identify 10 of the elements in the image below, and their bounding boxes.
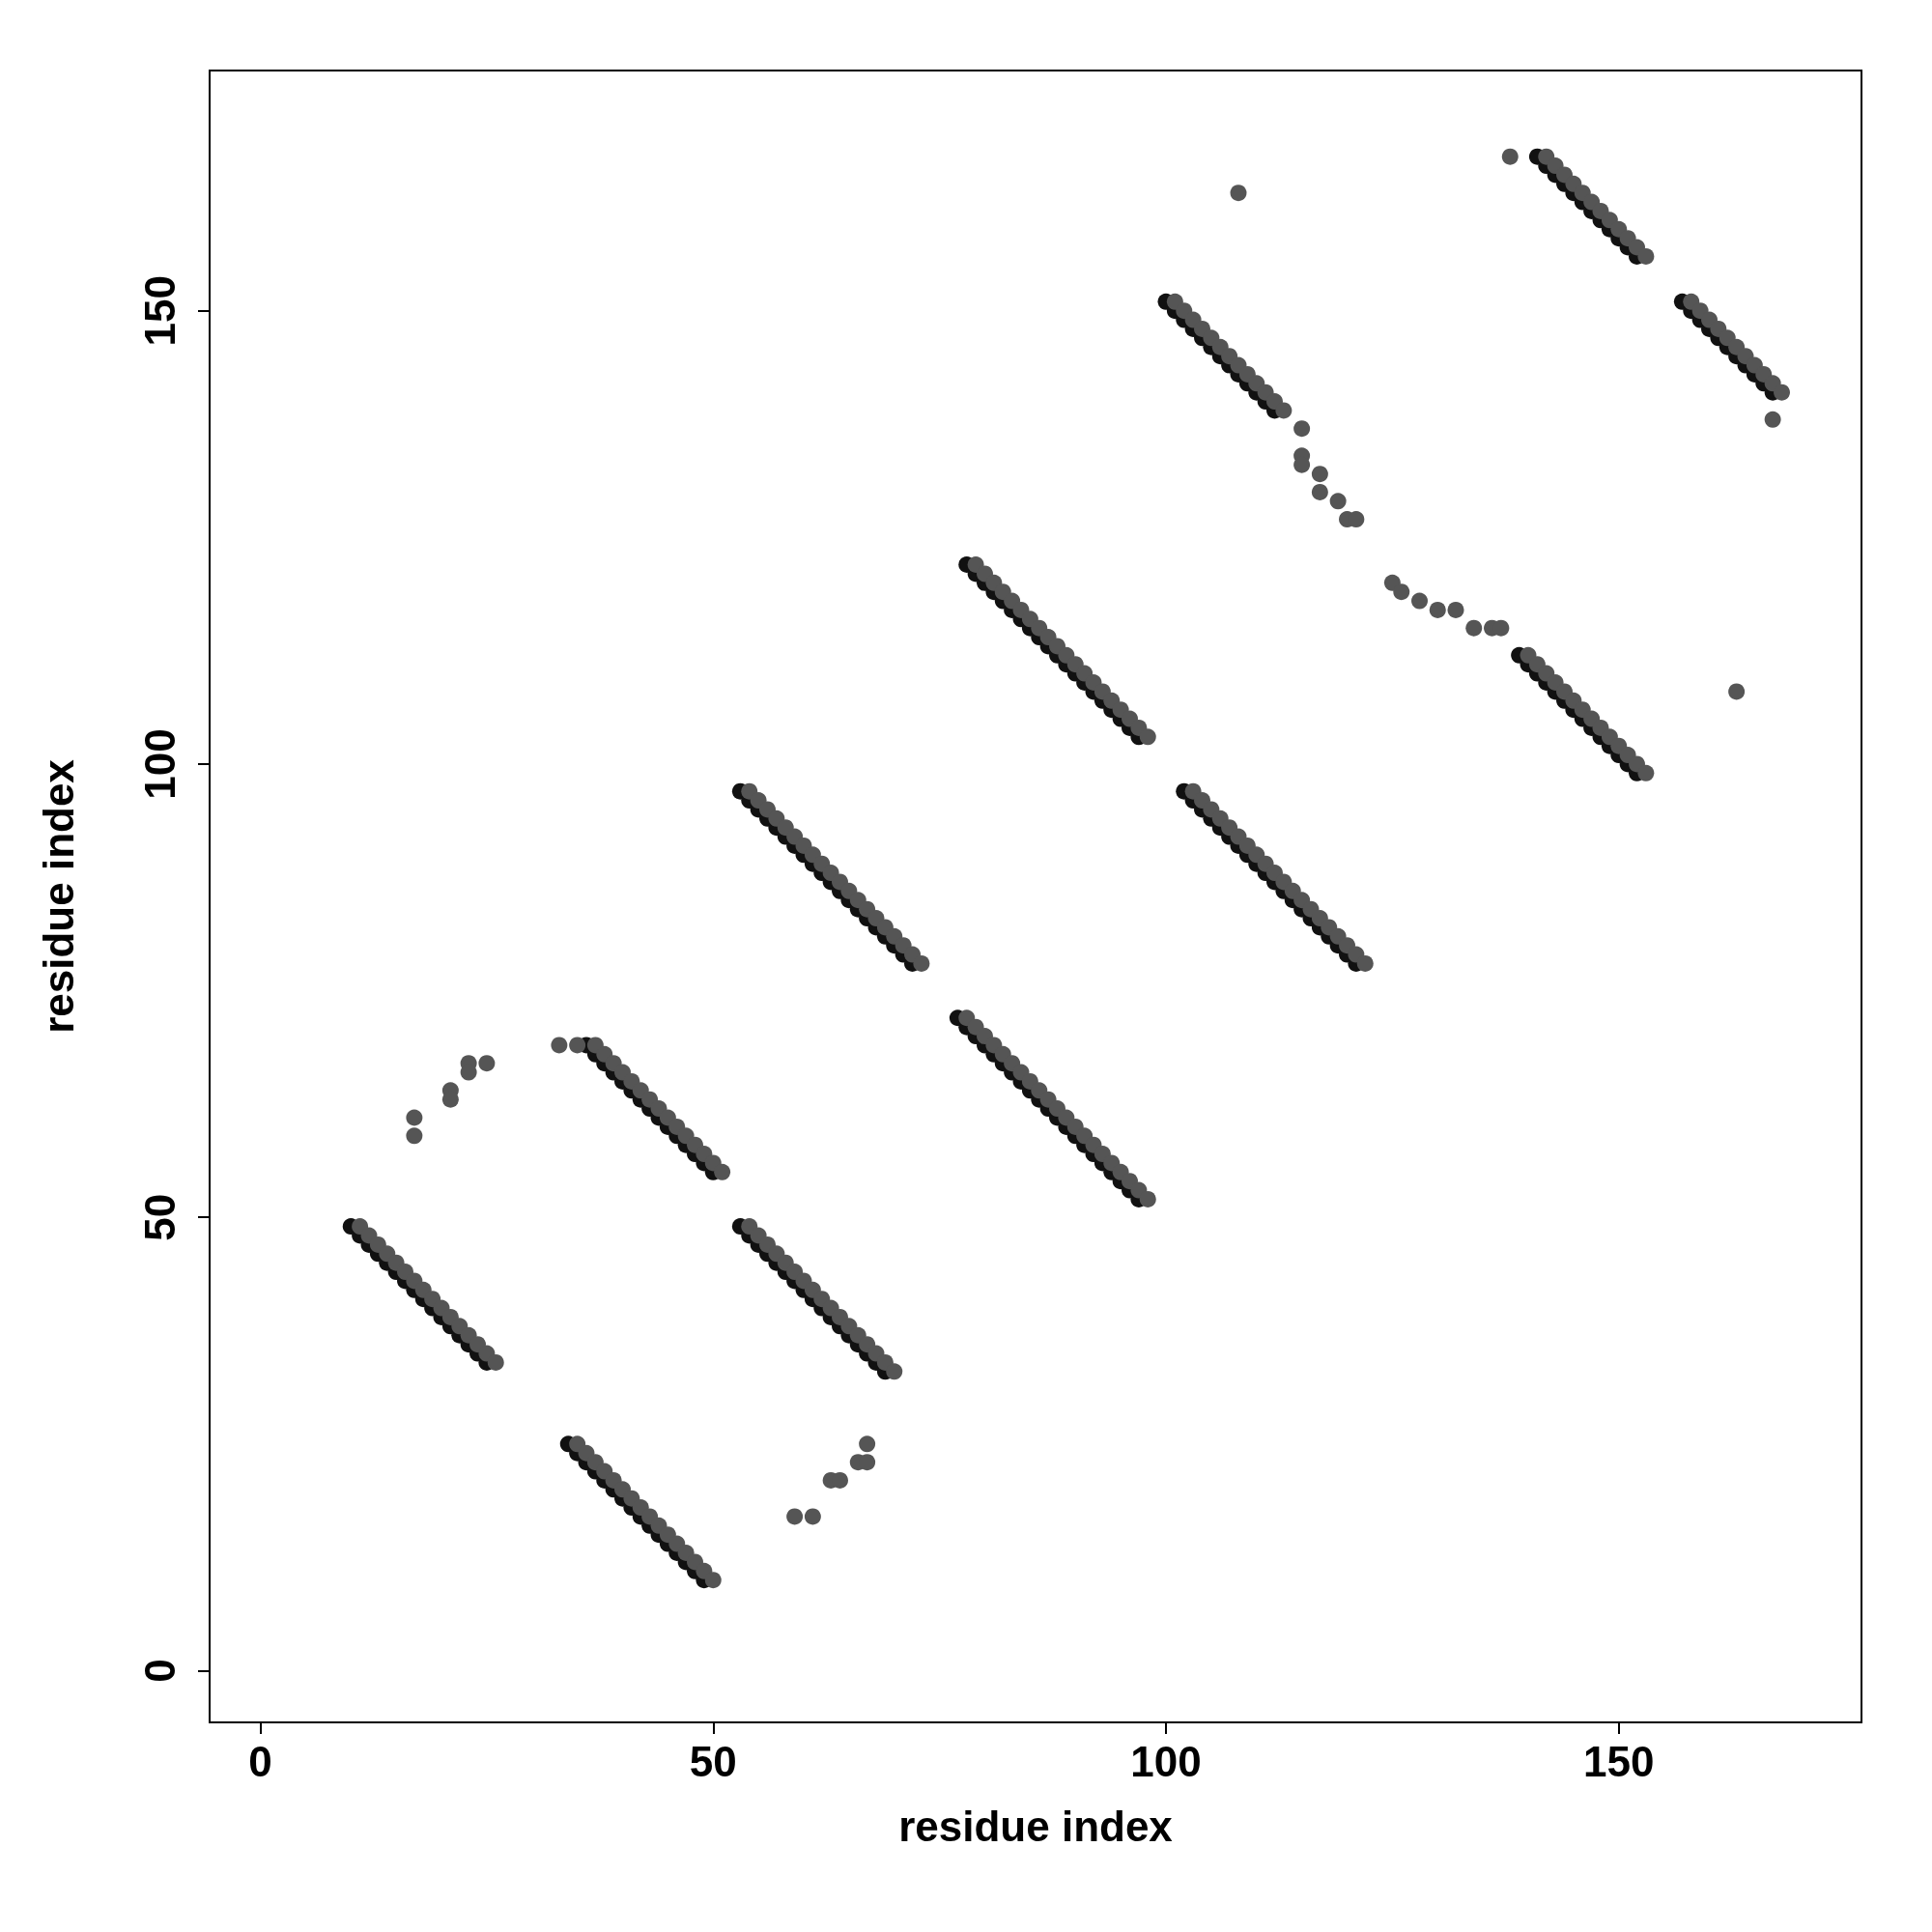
x-tick-label: 0: [248, 1737, 272, 1785]
x-tick-label: 100: [1130, 1737, 1202, 1785]
y-tick-label: 50: [135, 1193, 184, 1241]
y-axis-title: residue index: [34, 758, 82, 1034]
x-tick-label: 50: [689, 1737, 737, 1785]
y-tick-label: 100: [135, 728, 184, 800]
y-tick-label: 150: [135, 275, 184, 347]
y-tick-label: 0: [135, 1659, 184, 1683]
x-axis-title: residue index: [898, 1802, 1174, 1850]
x-tick-label: 150: [1583, 1737, 1655, 1785]
